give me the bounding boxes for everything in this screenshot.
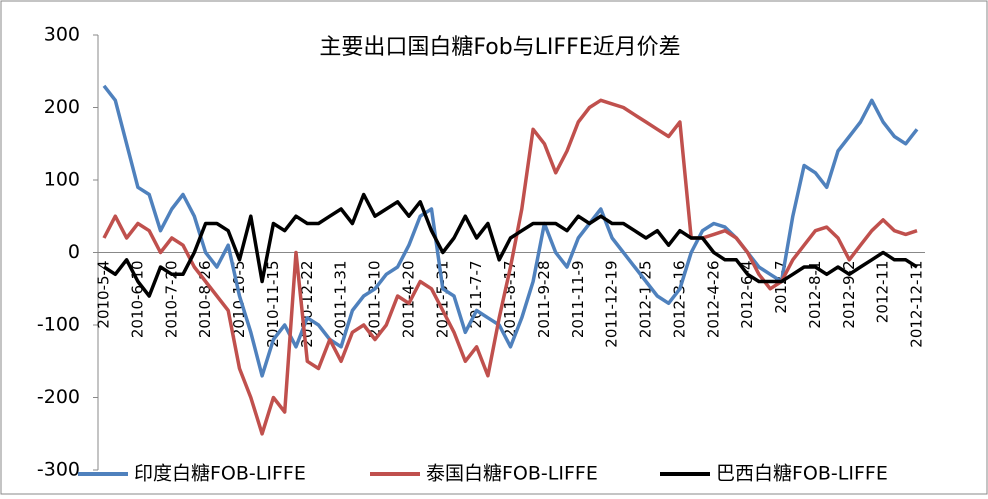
x-tick-label: 2010-8-26 xyxy=(196,261,214,339)
y-tick-label: 0 xyxy=(68,241,80,263)
x-tick-label: 2010-6-10 xyxy=(128,261,146,339)
y-tick-label: -200 xyxy=(37,386,80,408)
x-tick-label: 2010-7-20 xyxy=(162,261,180,339)
x-tick-label: 2012-12-11 xyxy=(908,261,926,348)
y-tick-label: 200 xyxy=(44,96,80,118)
y-tick-label: -100 xyxy=(37,314,80,336)
chart-title: 主要出口国白糖Fob与LIFFE近月价差 xyxy=(319,35,680,60)
y-tick-label: 300 xyxy=(44,24,80,46)
legend-label: 印度白糖FOB-LIFFE xyxy=(134,463,306,485)
y-tick-label: -300 xyxy=(37,459,80,481)
y-tick-label: 100 xyxy=(44,169,80,191)
x-tick-label: 2011-7-7 xyxy=(467,261,485,329)
legend-label: 泰国白糖FOB-LIFFE xyxy=(426,463,598,485)
x-tick-label: 2012-11 xyxy=(874,261,892,324)
x-tick-label: 2011-3-10 xyxy=(366,261,384,339)
x-tick-label: 2011-8-17 xyxy=(501,261,519,339)
x-tick-label: 2012-1-25 xyxy=(637,261,655,339)
x-tick-label: 2010-5-4 xyxy=(95,261,113,329)
legend-label: 巴西白糖FOB-LIFFE xyxy=(716,463,888,485)
x-tick-label: 2010-11-15 xyxy=(264,261,282,348)
x-tick-label: 2011-9-28 xyxy=(535,261,553,339)
x-tick-label: 2012-4-26 xyxy=(704,261,722,339)
x-tick-label: 2011-1-31 xyxy=(332,261,350,339)
x-tick-label: 2011-4-20 xyxy=(399,261,417,339)
series-line xyxy=(103,192,918,298)
x-tick-label: 2012-8-1 xyxy=(806,261,824,329)
x-tick-label: 2011-12-19 xyxy=(603,261,621,348)
x-tick-label: 2012-6-4 xyxy=(738,261,756,329)
x-tick-label: 2011-11-9 xyxy=(569,261,587,339)
x-tick-label: 2012-9-2 xyxy=(840,261,858,329)
